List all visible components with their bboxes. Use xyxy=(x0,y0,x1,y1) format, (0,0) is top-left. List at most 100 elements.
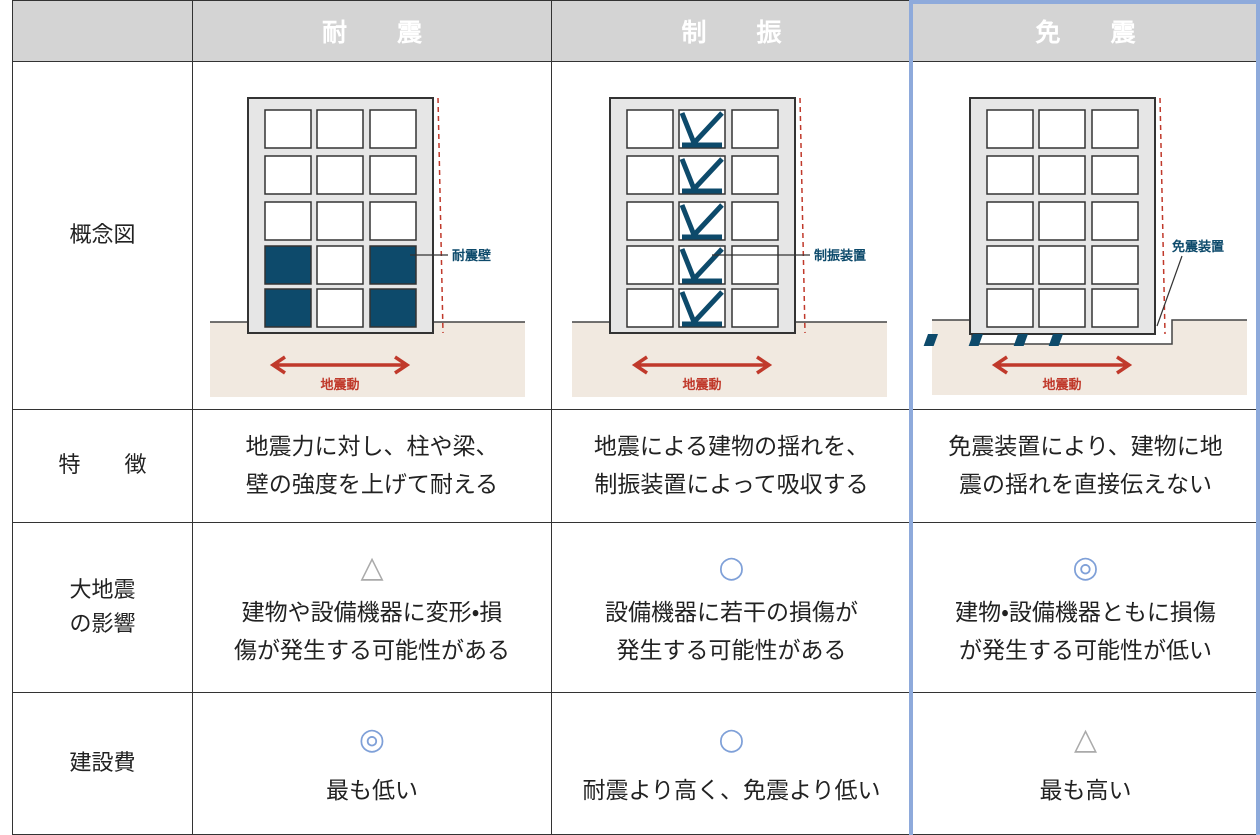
label-text: 特 徴 xyxy=(58,453,147,478)
rating-mark: ◎ xyxy=(358,721,386,757)
motion-arrow xyxy=(269,355,410,375)
rating-mark: △ xyxy=(1073,721,1098,757)
feature-line: 地震力に対し、柱や梁、 xyxy=(245,434,499,460)
feature-line: 免震装置により、建物に地 xyxy=(948,434,1223,460)
column-title: 制 振 xyxy=(681,18,782,47)
sway-line xyxy=(798,97,806,334)
window xyxy=(1090,155,1139,195)
sway-line xyxy=(436,97,444,334)
window xyxy=(1090,109,1139,149)
window xyxy=(315,288,364,328)
isolator xyxy=(1013,334,1028,346)
window xyxy=(263,109,312,149)
sway-line xyxy=(1158,97,1166,335)
feature-cell: 地震力に対し、柱や梁、 壁の強度を上げて耐える xyxy=(193,410,552,523)
device-label: 免震装置 xyxy=(1171,239,1224,255)
row-label: 建設費 xyxy=(12,693,193,835)
window xyxy=(315,109,364,149)
window xyxy=(263,245,312,285)
cost-cell: ◎ 最も低い xyxy=(193,693,552,835)
cost-cell: ○ 耐震より高く、免震より低い xyxy=(552,693,912,835)
feature-line: 壁の強度を上げて耐える xyxy=(245,472,499,498)
ground xyxy=(571,322,887,397)
window xyxy=(263,288,312,328)
damper xyxy=(679,157,724,194)
window xyxy=(368,109,417,149)
window xyxy=(1037,155,1086,195)
rating-mark: ○ xyxy=(718,721,745,757)
window xyxy=(368,245,417,285)
window xyxy=(368,155,417,195)
column-header: 耐 震 xyxy=(193,0,552,62)
isolator xyxy=(923,334,938,346)
window xyxy=(730,245,779,285)
window xyxy=(315,245,364,285)
device-label: 耐震壁 xyxy=(452,248,491,264)
window xyxy=(1037,201,1086,241)
diagram-cell: 免震装置地震動 xyxy=(912,62,1260,410)
comparison-table: 耐 震制 振免 震概念図 耐震壁 地震動 制振装置 地震動 免震装置 地震動特 徴地震力に対… xyxy=(12,0,1260,835)
window xyxy=(985,201,1034,241)
window xyxy=(625,109,674,149)
label-text: 大地震 xyxy=(69,577,136,603)
impact-line: が発生する可能性が低い xyxy=(959,637,1212,664)
damper xyxy=(679,203,724,240)
feature-line: 震の揺れを直接伝えない xyxy=(959,472,1212,498)
isolator xyxy=(968,334,983,346)
device-label: 制振装置 xyxy=(814,248,866,264)
rating-mark: △ xyxy=(360,549,384,585)
window xyxy=(263,155,312,195)
row-label: 特 徴 xyxy=(12,410,193,523)
window xyxy=(1090,245,1139,285)
damper xyxy=(679,111,724,148)
window xyxy=(985,245,1034,285)
window xyxy=(1090,201,1139,241)
label-text: 概念図 xyxy=(69,222,136,248)
rating-mark: ◎ xyxy=(1072,549,1099,585)
window xyxy=(625,155,674,195)
label-text: 建設費 xyxy=(69,750,136,776)
window xyxy=(1037,245,1086,285)
column-title: 耐 震 xyxy=(321,18,422,47)
window xyxy=(315,201,364,241)
window xyxy=(368,201,417,241)
ground xyxy=(209,322,525,397)
window xyxy=(315,155,364,195)
impact-line: 建物や設備機器に変形・損 xyxy=(241,599,503,626)
window xyxy=(1090,288,1139,328)
cost-text: 最も高い xyxy=(1039,777,1132,804)
diagram-cell: 耐震壁地震動 xyxy=(193,62,552,410)
cost-cell: △ 最も高い xyxy=(912,693,1260,835)
window xyxy=(730,201,779,241)
window xyxy=(985,155,1034,195)
motion-label: 地震動 xyxy=(320,377,359,393)
feature-cell: 地震による建物の揺れを、 制振装置によって吸収する xyxy=(552,410,912,523)
impact-line: 建物・設備機器ともに損傷 xyxy=(955,599,1216,626)
cost-text: 耐震より高く、免震より低い xyxy=(582,777,881,804)
window xyxy=(985,288,1034,328)
window xyxy=(625,288,674,328)
damper xyxy=(679,247,724,284)
impact-cell: ○ 設備機器に若干の損傷が 発生する可能性がある xyxy=(552,523,912,693)
column-header: 免 震 xyxy=(912,0,1260,62)
motion-label: 地震動 xyxy=(1042,377,1081,393)
motion-arrow xyxy=(631,355,772,375)
window xyxy=(625,245,674,285)
column-header: 制 振 xyxy=(552,0,912,62)
row-label: 概念図 xyxy=(12,62,193,410)
motion-label: 地震動 xyxy=(682,377,721,393)
column-title: 免 震 xyxy=(1035,18,1136,47)
leader-line xyxy=(1155,255,1183,327)
cost-text: 最も低い xyxy=(326,777,418,804)
header-corner xyxy=(12,0,193,62)
motion-arrow xyxy=(991,355,1132,375)
row-label: 大地震 の影響 xyxy=(12,523,193,693)
impact-cell: ◎ 建物・設備機器ともに損傷 が発生する可能性が低い xyxy=(912,523,1260,693)
impact-cell: △ 建物や設備機器に変形・損 傷が発生する可能性がある xyxy=(193,523,552,693)
